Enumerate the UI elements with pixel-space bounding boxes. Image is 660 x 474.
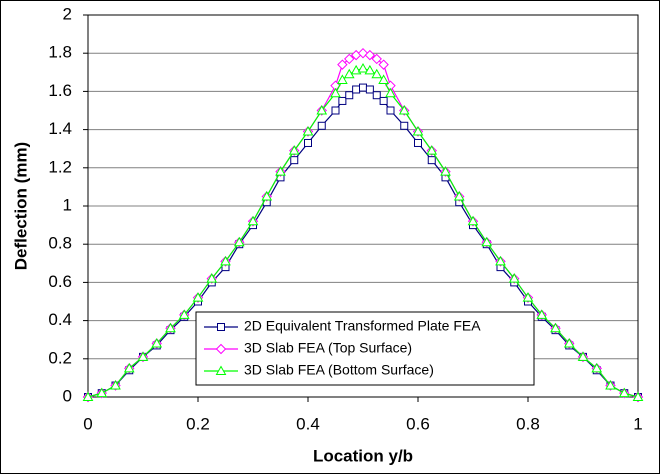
plot-border	[87, 14, 639, 398]
marker	[632, 391, 644, 401]
marker	[96, 387, 108, 398]
marker	[522, 292, 534, 302]
y-tick-label: 0.8	[48, 234, 72, 253]
marker	[304, 138, 312, 147]
y-tick-label: 1.6	[48, 81, 72, 100]
y-tick-label: 1.2	[48, 157, 72, 176]
marker	[316, 104, 328, 115]
marker	[220, 255, 231, 266]
marker	[427, 156, 436, 165]
marker	[352, 85, 361, 94]
marker	[495, 255, 506, 266]
marker	[345, 91, 354, 100]
legend-label: 3D Slab FEA (Bottom Surface)	[244, 362, 434, 378]
marker	[371, 53, 382, 65]
x-axis-label: Location y/b	[313, 446, 413, 465]
marker	[591, 362, 603, 373]
y-tick-label: 1.4	[48, 119, 72, 138]
marker	[247, 215, 259, 226]
y-tick-label: 0.6	[48, 272, 72, 291]
marker	[467, 215, 479, 226]
marker	[317, 121, 326, 130]
marker	[331, 106, 340, 115]
legend-label: 3D Slab FEA (Top Surface)	[244, 340, 412, 356]
marker	[302, 125, 314, 136]
marker	[165, 322, 176, 333]
marker	[206, 273, 218, 283]
marker	[357, 62, 369, 73]
marker	[372, 91, 381, 100]
x-tick-label: 0.4	[296, 414, 320, 433]
marker	[412, 125, 424, 136]
marker	[151, 338, 163, 348]
y-axis-label: Deflection (mm)	[11, 142, 30, 270]
x-tick-label: 0.2	[186, 414, 210, 433]
marker	[178, 309, 190, 319]
y-tick-label: 0.2	[48, 348, 72, 367]
marker	[379, 96, 388, 105]
marker	[508, 273, 520, 283]
x-tick-label: 0	[83, 414, 92, 433]
marker	[217, 323, 225, 331]
marker	[338, 96, 347, 105]
marker	[398, 104, 410, 115]
x-tick-label: 1	[633, 414, 642, 433]
marker	[550, 322, 561, 333]
marker	[364, 49, 376, 61]
marker	[261, 190, 273, 201]
marker	[290, 156, 299, 165]
legend-label: 2D Equivalent Transformed Plate FEA	[244, 318, 481, 334]
marker	[536, 309, 548, 319]
marker	[364, 64, 376, 75]
y-tick-label: 0.4	[48, 310, 72, 329]
marker	[378, 74, 389, 84]
marker	[337, 59, 348, 70]
marker	[359, 83, 367, 92]
y-tick-label: 2	[63, 4, 72, 23]
marker	[215, 365, 227, 375]
legend-box	[195, 311, 535, 386]
marker	[386, 106, 395, 115]
marker	[440, 166, 451, 176]
marker	[618, 387, 630, 398]
marker	[288, 145, 300, 155]
y-tick-label: 0	[63, 386, 72, 405]
marker	[344, 53, 355, 65]
x-tick-label: 0.8	[516, 414, 540, 433]
marker	[233, 236, 245, 247]
marker	[481, 236, 493, 247]
marker	[215, 343, 227, 355]
marker	[378, 59, 389, 70]
marker	[605, 380, 616, 390]
legend: 2D Equivalent Transformed Plate FEA 3D Sl…	[195, 311, 535, 386]
marker	[330, 87, 341, 98]
marker	[400, 121, 409, 130]
marker	[275, 166, 286, 176]
x-tick-label: 0.6	[406, 414, 430, 433]
marker	[82, 391, 94, 401]
marker	[337, 74, 348, 84]
marker	[414, 138, 422, 147]
marker	[577, 351, 589, 361]
marker	[110, 380, 121, 390]
marker	[426, 145, 438, 155]
marker	[365, 85, 374, 94]
marker	[123, 362, 135, 373]
marker	[137, 351, 149, 361]
y-tick-label: 1.8	[48, 43, 72, 62]
marker	[453, 190, 465, 201]
y-tick-label: 1	[63, 195, 72, 214]
marker	[371, 68, 383, 79]
marker	[192, 292, 204, 302]
marker	[563, 338, 575, 348]
marker	[385, 87, 396, 98]
